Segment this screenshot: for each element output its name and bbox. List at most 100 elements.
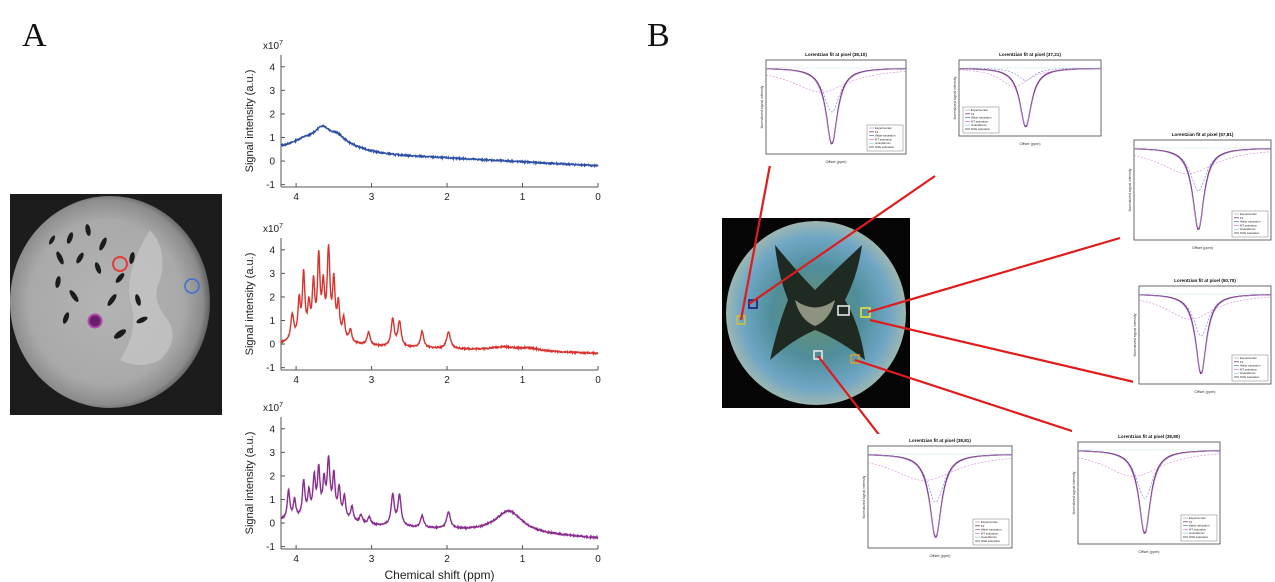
legend-label: Water saturation	[971, 116, 992, 120]
legend-label: Water saturation	[1240, 220, 1261, 224]
inset-xlabel: Offset (ppm)	[1019, 142, 1041, 146]
inset-xlabel: Offset (ppm)	[1194, 390, 1216, 394]
y-tick-label: 1	[269, 133, 275, 144]
x-tick-label: 3	[369, 192, 375, 203]
x-tick-label: 0	[595, 192, 601, 203]
x-axis-label: Chemical shift (ppm)	[384, 568, 494, 582]
inset-title: Lorentzian fit at pixel (38,81)	[909, 438, 971, 443]
y-tick-label: 4	[269, 424, 275, 435]
water-curve	[959, 67, 1101, 81]
legend-label: MT saturation	[1240, 223, 1257, 227]
roi-circle-blue	[184, 278, 200, 294]
x-tick-label: 4	[293, 192, 299, 203]
legend-label: NOE saturation	[971, 127, 991, 131]
legend-label: MT saturation	[1240, 367, 1257, 371]
legend-label: Water saturation	[1189, 524, 1210, 528]
legend-label: Fit	[971, 112, 974, 116]
legend-label: Water saturation	[1240, 364, 1261, 368]
legend-label: Fit	[875, 130, 878, 134]
spectrum-red: -1 0 1 2 3 4 4 3 2 1 0 x107 Signal intensity (a.u.)	[244, 223, 601, 386]
y-axis-label: Signal intensity (a.u.)	[244, 253, 256, 356]
inset-xlabel: Offset (ppm)	[825, 160, 847, 164]
x-tick-label: 1	[520, 375, 526, 386]
legend-label: Fit	[1189, 520, 1192, 524]
panel-b-label: B	[647, 17, 670, 54]
cest-overlay-map	[722, 218, 910, 408]
mt-curve	[1077, 453, 1221, 477]
connector-line	[748, 175, 936, 305]
legend-label: Guanidinium	[1240, 371, 1256, 375]
connector-line	[817, 355, 881, 437]
roi-circle-purple	[87, 313, 103, 329]
lorentzian-inset: Lorentzian fit at pixel (38,80) Offset (p…	[1072, 430, 1222, 556]
mt-curve	[1138, 296, 1272, 320]
x-tick-label: 2	[444, 192, 450, 203]
experimental-curve	[766, 68, 906, 143]
water-curve	[1078, 450, 1221, 499]
lorentzian-insets: Lorentzian fit at pixel (38,10) Offset (p…	[739, 48, 1273, 560]
experimental-curve	[959, 68, 1101, 126]
y-tick-label: -1	[266, 363, 275, 374]
y-tick-label: 1	[269, 495, 275, 506]
connector-line	[869, 318, 1135, 384]
connector-line	[867, 236, 1121, 314]
x-tick-label: 4	[293, 375, 299, 386]
legend-label: MT saturation	[1189, 527, 1206, 531]
experimental-curve	[1134, 148, 1271, 229]
y-tick-label: 3	[269, 86, 275, 97]
inset-xlabel: Offset (ppm)	[1138, 550, 1160, 554]
legend-label: Guanidinium	[971, 123, 987, 127]
lorentzian-inset: Lorentzian fit at pixel (57,81) Offset (p…	[1128, 128, 1273, 252]
x-tick-label: 4	[293, 554, 299, 565]
inset-title: Lorentzian fit at pixel (38,10)	[805, 52, 867, 57]
legend-label: Experimental	[981, 520, 998, 524]
x-tick-label: 0	[595, 554, 601, 565]
legend-label: Experimental	[1240, 212, 1257, 216]
experimental-curve	[868, 454, 1012, 536]
spectrum-line	[280, 455, 599, 541]
y-axis-label: Signal intensity (a.u.)	[244, 432, 256, 535]
legend-label: Guanidinium	[1189, 531, 1205, 535]
legend-label: MT saturation	[875, 137, 892, 141]
legend-label: NOE saturation	[981, 539, 1001, 543]
legend-label: NOE saturation	[1240, 375, 1260, 379]
y-tick-label: 3	[269, 448, 275, 459]
experimental-curve	[1078, 450, 1220, 532]
x-tick-label: 1	[520, 554, 526, 565]
legend-label: Experimental	[1240, 356, 1257, 360]
inset-ylabel: Normalized signal intensity	[760, 85, 764, 128]
legend-label: Experimental	[1189, 516, 1206, 520]
y-tick-label: 0	[269, 519, 275, 530]
y-tick-label: 0	[269, 340, 275, 351]
inset-title: Lorentzian fit at pixel (37,21)	[999, 52, 1061, 57]
spectrum-purple: -1 0 1 2 3 4 4 3 2 1 0 x107 Signal intensity (a.u.) C…	[244, 402, 601, 582]
inset-ylabel: Normalized signal intensity	[953, 76, 957, 119]
y-tick-label: 0	[269, 157, 275, 168]
spectrum-line	[280, 244, 599, 357]
inset-ylabel: Normalized signal intensity	[1072, 471, 1076, 514]
legend-label: NOE saturation	[1240, 231, 1260, 235]
mt-curve	[765, 71, 906, 93]
y-tick-label: -1	[266, 180, 275, 191]
inset-title: Lorentzian fit at pixel (50,70)	[1174, 278, 1236, 283]
legend-label: Water saturation	[875, 134, 896, 138]
legend-label: NOE saturation	[875, 145, 895, 149]
y-multiplier: x107	[263, 223, 283, 235]
legend-box	[1231, 354, 1269, 382]
inset-ylabel: Normalized signal intensity	[1128, 168, 1132, 211]
y-tick-label: 1	[269, 316, 275, 327]
connector-line	[854, 358, 1076, 434]
lorentzian-inset: Lorentzian fit at pixel (38,81) Offset (p…	[862, 434, 1014, 560]
connector-line	[739, 164, 772, 321]
lorentzian-inset: Lorentzian fit at pixel (38,10) Offset (p…	[760, 48, 908, 166]
legend-label: Guanidinium	[1240, 227, 1256, 231]
y-tick-label: 4	[269, 62, 275, 73]
experimental-curve	[1139, 294, 1272, 373]
y-tick-label: 2	[269, 292, 275, 303]
